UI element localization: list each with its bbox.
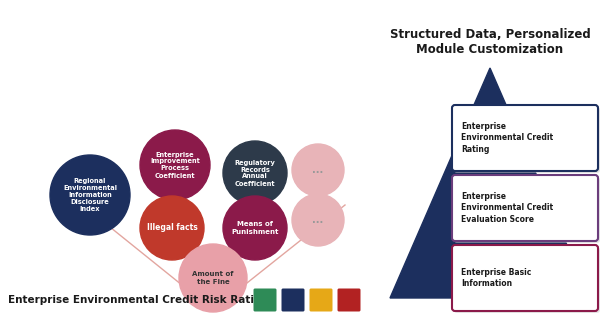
FancyBboxPatch shape	[281, 289, 305, 311]
Circle shape	[223, 196, 287, 260]
FancyBboxPatch shape	[254, 289, 277, 311]
Text: Illegal facts: Illegal facts	[146, 223, 197, 232]
FancyBboxPatch shape	[452, 175, 598, 241]
Text: Regulatory
Records
Annual
Coefficient: Regulatory Records Annual Coefficient	[235, 160, 275, 187]
Text: Enterprise Environmental Credit Risk Rating: Enterprise Environmental Credit Risk Rat…	[8, 295, 269, 305]
Circle shape	[140, 196, 204, 260]
Circle shape	[140, 130, 210, 200]
Text: Means of
Punishment: Means of Punishment	[231, 221, 279, 235]
Text: ...: ...	[313, 215, 323, 225]
Circle shape	[50, 155, 130, 235]
Circle shape	[292, 194, 344, 246]
Polygon shape	[390, 68, 590, 298]
FancyBboxPatch shape	[454, 177, 600, 243]
FancyBboxPatch shape	[454, 107, 600, 173]
Text: Amount of
the Fine: Amount of the Fine	[193, 272, 233, 284]
Text: Enterprise
Environmental Credit
Rating: Enterprise Environmental Credit Rating	[461, 122, 553, 154]
Circle shape	[179, 244, 247, 312]
FancyBboxPatch shape	[454, 247, 600, 313]
Text: Enterprise
Improvement
Process
Coefficient: Enterprise Improvement Process Coefficie…	[150, 152, 200, 178]
FancyBboxPatch shape	[310, 289, 332, 311]
Text: ...: ...	[313, 165, 323, 175]
FancyBboxPatch shape	[452, 105, 598, 171]
Text: Enterprise
Environmental Credit
Evaluation Score: Enterprise Environmental Credit Evaluati…	[461, 192, 553, 224]
Text: Enterprise Basic
Information: Enterprise Basic Information	[461, 268, 532, 288]
Text: Structured Data, Personalized
Module Customization: Structured Data, Personalized Module Cus…	[389, 28, 590, 56]
Text: Regional
Environmental
Information
Disclosure
Index: Regional Environmental Information Discl…	[63, 178, 117, 212]
FancyBboxPatch shape	[452, 245, 598, 311]
Circle shape	[292, 144, 344, 196]
Circle shape	[223, 141, 287, 205]
FancyBboxPatch shape	[337, 289, 361, 311]
